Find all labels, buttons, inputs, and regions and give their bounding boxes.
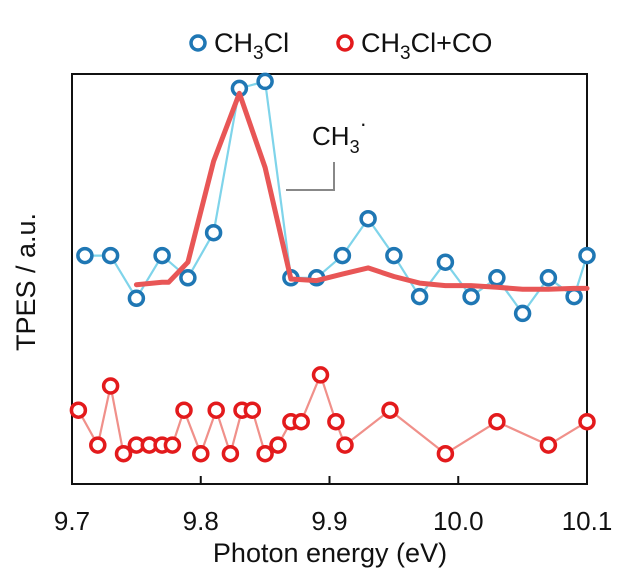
- x-tick-label: 10.1: [562, 506, 613, 536]
- data-point-ch3cl-co: [101, 377, 120, 395]
- data-point-ch3cl-co: [243, 401, 262, 419]
- data-point-ch3cl: [488, 269, 506, 287]
- annotation-label: CH3·: [312, 111, 367, 157]
- data-point-ch3cl: [153, 246, 171, 265]
- data-point-ch3cl: [204, 223, 223, 242]
- annotation-main: CH: [312, 121, 350, 151]
- data-point-ch3cl-co: [292, 412, 310, 431]
- data-point-ch3cl-co: [327, 412, 345, 431]
- data-point-ch3cl-co: [89, 436, 107, 454]
- data-point-ch3cl: [410, 287, 429, 306]
- series-line-ch3cl: [83, 80, 589, 315]
- x-tick-label: 9.9: [311, 506, 347, 536]
- annotation-leader-line: [286, 162, 335, 191]
- data-point-ch3cl-co: [256, 444, 274, 463]
- legend-marker-ch3cl: [189, 34, 207, 52]
- data-point-ch3cl-co: [336, 436, 354, 454]
- data-point-ch3cl-co: [163, 436, 182, 454]
- legend: CH3Cl CH3Cl+CO: [189, 28, 492, 64]
- x-axis-title: Photon energy (eV): [213, 538, 447, 568]
- data-point-ch3cl-co: [207, 401, 225, 419]
- data-point-ch3cl-co: [269, 436, 287, 454]
- x-axis: 9.7 9.8 9.9 10.0 10.1: [54, 476, 612, 536]
- data-point-ch3cl: [513, 304, 532, 323]
- data-point-ch3cl: [333, 246, 352, 265]
- series-line-fit: [133, 90, 590, 292]
- x-tick-label: 9.7: [54, 506, 90, 536]
- data-point-ch3cl-co: [114, 444, 133, 463]
- y-axis-title: TPES / a.u.: [11, 213, 41, 351]
- series-fit: [133, 90, 590, 292]
- data-point-ch3cl-co: [488, 412, 506, 431]
- data-point-ch3cl: [436, 253, 455, 271]
- data-point-ch3cl-co: [436, 444, 455, 463]
- data-point-ch3cl: [359, 209, 377, 228]
- series-ch3cl: [76, 72, 596, 323]
- data-point-ch3cl: [565, 287, 583, 306]
- data-point-ch3cl: [179, 269, 197, 287]
- data-point-ch3cl-co: [69, 401, 88, 419]
- legend-marker-ch3cl-co: [336, 34, 354, 52]
- data-point-ch3cl-co: [311, 366, 330, 384]
- data-point-ch3cl: [385, 246, 403, 265]
- x-tick-label: 9.8: [183, 506, 219, 536]
- data-point-ch3cl: [462, 287, 480, 306]
- series-ch3cl-co: [69, 366, 596, 463]
- data-point-ch3cl: [127, 289, 146, 308]
- data-point-ch3cl-co: [539, 436, 558, 454]
- data-point-ch3cl-co: [381, 401, 399, 419]
- annotation-sup: ·: [360, 111, 367, 136]
- legend-label-ch3cl-co: CH3Cl+CO: [361, 28, 492, 64]
- data-point-ch3cl-co: [578, 412, 596, 431]
- data-point-ch3cl: [578, 246, 596, 265]
- legend-label-ch3cl: CH3Cl: [214, 28, 289, 64]
- data-point-ch3cl-co: [175, 401, 193, 419]
- annotation-sub: 3: [350, 137, 360, 157]
- data-point-ch3cl-co: [192, 444, 210, 463]
- series-layer: [69, 72, 596, 463]
- data-point-ch3cl: [101, 246, 120, 265]
- data-point-ch3cl: [76, 246, 94, 265]
- data-point-ch3cl: [539, 269, 558, 287]
- data-point-ch3cl-co: [221, 444, 240, 463]
- data-point-ch3cl: [256, 72, 274, 91]
- x-tick-label: 10.0: [433, 506, 484, 536]
